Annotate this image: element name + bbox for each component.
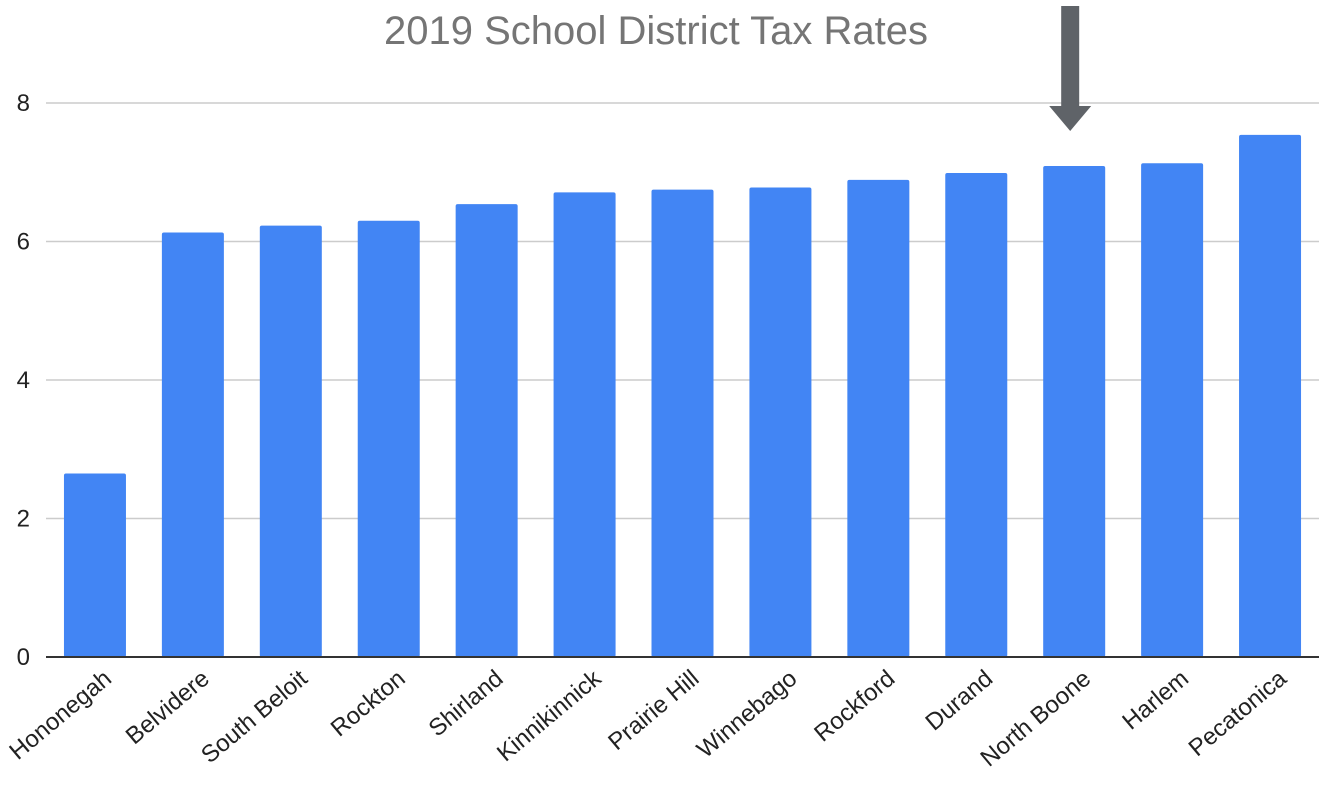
bars bbox=[63, 134, 1302, 658]
y-tick-label: 8 bbox=[17, 90, 30, 117]
bar bbox=[357, 220, 420, 657]
x-category-label: Shirland bbox=[424, 665, 509, 742]
x-category-label: Kinnikinnick bbox=[492, 664, 607, 767]
bar bbox=[651, 189, 714, 657]
x-category-label: South Beloit bbox=[196, 665, 313, 769]
x-category-label: Belvidere bbox=[121, 665, 215, 750]
bar bbox=[1043, 166, 1106, 657]
down-arrow-head bbox=[1049, 106, 1092, 131]
y-tick-label: 6 bbox=[17, 229, 30, 256]
y-tick-label: 0 bbox=[17, 644, 30, 671]
y-axis-ticks: 0 2 4 6 8 bbox=[17, 90, 30, 671]
x-category-label: Harlem bbox=[1117, 665, 1194, 735]
x-category-label: Prairie Hill bbox=[603, 665, 704, 756]
y-tick-label: 2 bbox=[17, 506, 30, 533]
bar bbox=[63, 473, 126, 657]
bar bbox=[945, 172, 1008, 657]
x-category-label: Rockford bbox=[809, 665, 900, 747]
bar bbox=[1141, 163, 1204, 657]
x-category-label: Pecatonica bbox=[1184, 664, 1293, 761]
bar bbox=[847, 179, 910, 657]
bar bbox=[259, 225, 322, 657]
bar bbox=[455, 204, 518, 658]
down-arrow-icon bbox=[1049, 6, 1092, 131]
bar bbox=[1239, 134, 1302, 658]
down-arrow-shaft bbox=[1061, 6, 1080, 106]
bar bbox=[161, 232, 224, 657]
x-category-label: Winnebago bbox=[692, 665, 802, 764]
y-tick-label: 4 bbox=[17, 367, 30, 394]
bar bbox=[553, 192, 616, 657]
chart-title: 2019 School District Tax Rates bbox=[384, 9, 928, 53]
bar bbox=[749, 187, 812, 658]
x-category-label: Durand bbox=[920, 665, 998, 736]
x-category-label: Hononegah bbox=[4, 665, 116, 765]
x-category-label: Rockton bbox=[326, 665, 411, 742]
